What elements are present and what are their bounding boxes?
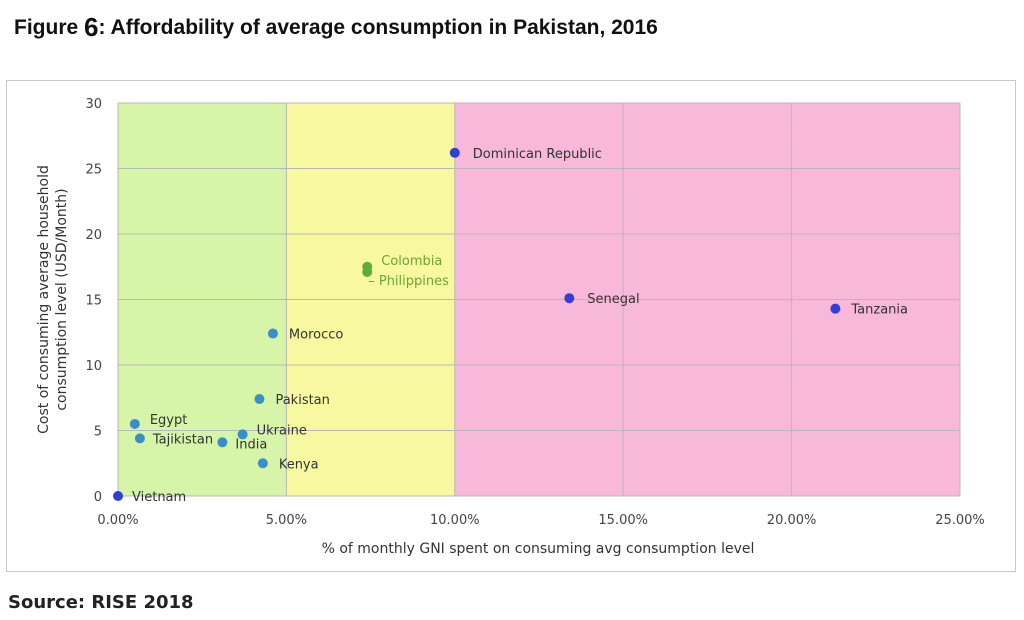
y-tick-label: 15 — [85, 294, 102, 309]
data-label-vietnam: Vietnam — [132, 490, 186, 505]
figure-title-text: : Affordability of average consumption i… — [98, 16, 658, 39]
data-point-philippines — [362, 266, 373, 277]
x-axis-title: % of monthly GNI spent on consuming avg … — [322, 541, 755, 557]
y-axis-title: Cost of consuming average household consu… — [36, 165, 70, 434]
y-tick-label: 25 — [85, 163, 102, 178]
data-point-morocco — [267, 328, 278, 339]
data-point-senegal — [564, 293, 575, 304]
x-tick-label: 25.00% — [935, 513, 985, 528]
chart-axes: 0 5 10 15 20 25 30 0.00% 5.00% 10.00% 15.00% 20.00%… — [36, 97, 985, 557]
y-tick-label: 5 — [94, 425, 102, 440]
y-tick-label: 30 — [85, 97, 102, 112]
data-label-dominican-republic: Dominican Republic — [473, 147, 602, 162]
data-point-egypt — [129, 418, 140, 429]
data-label-kenya: Kenya — [279, 457, 319, 472]
figure-title: Figure 6: Affordability of average consu… — [14, 12, 658, 43]
data-point-india — [217, 437, 228, 448]
y-axis-title-line: consumption level (USD/Month) — [54, 188, 70, 410]
data-label-india: India — [235, 437, 267, 452]
data-label-morocco: Morocco — [289, 328, 343, 343]
x-tick-label: 0.00% — [97, 513, 138, 528]
x-tick-label: 10.00% — [430, 513, 480, 528]
y-tick-label: 0 — [94, 490, 102, 505]
data-point-kenya — [257, 458, 268, 469]
data-point-pakistan — [254, 394, 265, 405]
x-tick-label: 20.00% — [767, 513, 817, 528]
data-label-senegal: Senegal — [587, 292, 639, 307]
figure-title-prefix: Figure — [14, 16, 79, 39]
chart-points — [113, 147, 841, 501]
x-tick-label: 15.00% — [598, 513, 648, 528]
data-point-ukraine — [237, 429, 248, 440]
chart-labels: Dominican Republic Colombia – Philippines S… — [132, 147, 908, 505]
data-label-philippines: – Philippines — [368, 274, 449, 289]
x-tick-label: 5.00% — [266, 513, 307, 528]
y-tick-label: 10 — [85, 359, 102, 374]
data-point-vietnam — [113, 491, 123, 501]
data-point-tanzania — [830, 303, 841, 314]
data-label-tanzania: Tanzania — [850, 303, 908, 318]
data-label-ukraine: Ukraine — [257, 423, 307, 438]
figure-title-number: 6 — [84, 12, 99, 42]
y-tick-label: 20 — [85, 228, 102, 243]
data-point-dominican-republic — [449, 147, 460, 158]
chart-frame — [6, 80, 1016, 572]
data-label-tajikistan: Tajikistan — [152, 432, 213, 447]
data-label-egypt: Egypt — [150, 413, 188, 428]
data-point-tajikistan — [134, 433, 145, 444]
data-label-colombia: Colombia — [381, 254, 442, 269]
data-label-pakistan: Pakistan — [275, 393, 329, 408]
chart-grid — [117, 102, 961, 497]
source-note: Source: RISE 2018 — [8, 592, 194, 613]
y-axis-title-line: Cost of consuming average household — [36, 165, 52, 434]
